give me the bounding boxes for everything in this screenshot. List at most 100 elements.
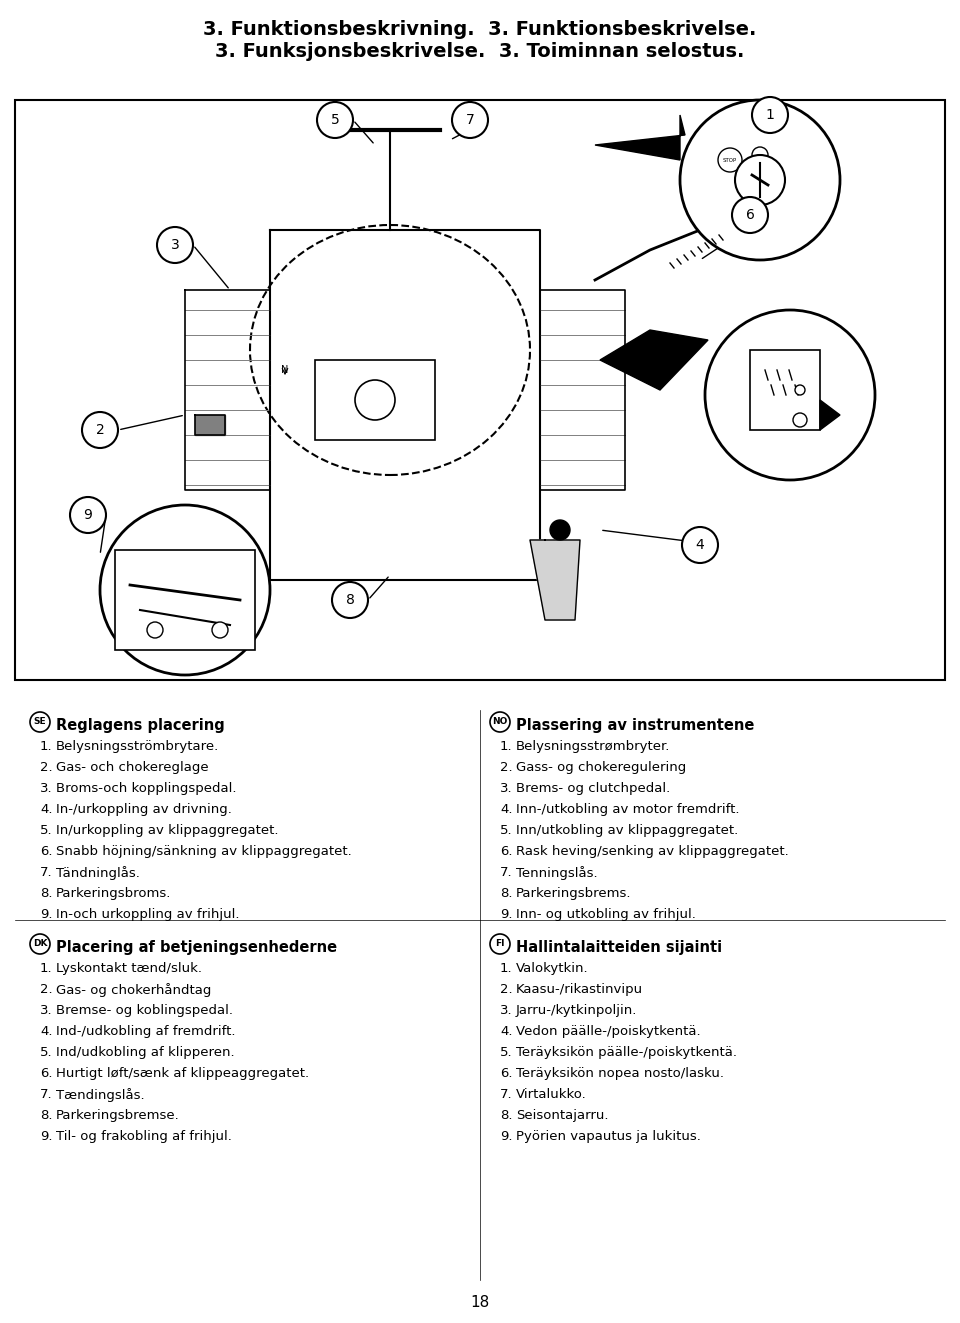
Text: 3.: 3. [500,1004,513,1017]
Text: 3.: 3. [40,1004,53,1017]
Text: 5.: 5. [40,824,53,837]
Circle shape [705,310,875,480]
Text: Ind-/udkobling af fremdrift.: Ind-/udkobling af fremdrift. [56,1025,235,1039]
Text: Parkeringsbremse.: Parkeringsbremse. [56,1109,180,1122]
Text: Seisontajarru.: Seisontajarru. [516,1109,609,1122]
Text: 2.: 2. [40,983,53,996]
Text: Plassering av instrumentene: Plassering av instrumentene [516,718,755,733]
FancyBboxPatch shape [115,550,255,650]
Text: Vedon päälle-/poiskytkentä.: Vedon päälle-/poiskytkentä. [516,1025,701,1039]
Text: 6.: 6. [500,1068,513,1080]
Circle shape [30,712,50,732]
Circle shape [752,147,768,163]
Circle shape [100,505,270,675]
FancyBboxPatch shape [15,101,945,680]
Text: 7: 7 [466,112,474,127]
Text: Bremse- og koblingspedal.: Bremse- og koblingspedal. [56,1004,233,1017]
Circle shape [752,97,788,134]
Text: 4.: 4. [500,803,513,816]
Text: 3. Funktionsbeskrivning.  3. Funktionsbeskrivelse.: 3. Funktionsbeskrivning. 3. Funktionsbes… [204,20,756,38]
Text: DK: DK [33,939,47,949]
Circle shape [550,520,570,540]
Text: In/urkoppling av klippaggregatet.: In/urkoppling av klippaggregatet. [56,824,278,837]
Text: Til- og frakobling af frihjul.: Til- og frakobling af frihjul. [56,1130,232,1143]
Text: 8.: 8. [40,1109,53,1122]
Polygon shape [820,400,840,430]
Circle shape [490,712,510,732]
Text: Parkeringsbrems.: Parkeringsbrems. [516,886,632,900]
Text: Brems- og clutchpedal.: Brems- og clutchpedal. [516,782,670,795]
Text: Placering af betjeningsenhederne: Placering af betjeningsenhederne [56,941,337,955]
Circle shape [795,385,805,396]
Text: 7.: 7. [500,867,513,878]
Text: 8: 8 [346,593,354,607]
Text: 1.: 1. [500,962,513,975]
Circle shape [212,622,228,638]
Text: 7.: 7. [500,1088,513,1101]
Text: Inn/utkobling av klippaggregatet.: Inn/utkobling av klippaggregatet. [516,824,738,837]
Text: Teräyksikön päälle-/poiskytkentä.: Teräyksikön päälle-/poiskytkentä. [516,1046,737,1058]
Text: N: N [281,365,289,374]
Text: 3: 3 [171,238,180,251]
Text: Hallintalaitteiden sijainti: Hallintalaitteiden sijainti [516,941,722,955]
Circle shape [70,497,106,533]
Text: 18: 18 [470,1295,490,1310]
Text: 8.: 8. [500,886,513,900]
Text: Inn- og utkobling av frihjul.: Inn- og utkobling av frihjul. [516,908,696,921]
Circle shape [682,527,718,564]
Text: 2: 2 [96,423,105,437]
Text: Parkeringsbroms.: Parkeringsbroms. [56,886,172,900]
Text: Kaasu-/rikastinvipu: Kaasu-/rikastinvipu [516,983,643,996]
Polygon shape [530,540,580,620]
Circle shape [355,380,395,419]
Text: 5: 5 [330,112,340,127]
Text: 1.: 1. [40,962,53,975]
Text: 3. Funksjonsbeskrivelse.  3. Toiminnan selostus.: 3. Funksjonsbeskrivelse. 3. Toiminnan se… [215,42,745,61]
Text: 2.: 2. [500,761,513,774]
Text: 9.: 9. [40,1130,53,1143]
Circle shape [82,411,118,448]
Text: Tändninglås.: Tändninglås. [56,867,140,880]
Text: Valokytkin.: Valokytkin. [516,962,588,975]
Text: 9.: 9. [500,1130,513,1143]
Text: 6.: 6. [40,845,53,859]
Text: 4.: 4. [500,1025,513,1039]
Text: 9: 9 [84,508,92,523]
Text: Belysningsstrømbryter.: Belysningsstrømbryter. [516,740,670,753]
Text: Broms-och kopplingspedal.: Broms-och kopplingspedal. [56,782,236,795]
Text: Reglagens placering: Reglagens placering [56,718,225,733]
FancyBboxPatch shape [315,360,435,441]
Text: SE: SE [34,717,46,726]
Text: Pyörien vapautus ja lukitus.: Pyörien vapautus ja lukitus. [516,1130,701,1143]
Text: 9.: 9. [500,908,513,921]
Circle shape [147,622,163,638]
Text: Teräyksikön nopea nosto/lasku.: Teräyksikön nopea nosto/lasku. [516,1068,724,1080]
Text: STOP: STOP [723,157,737,163]
Text: 3.: 3. [500,782,513,795]
Text: 1: 1 [765,108,775,122]
Text: Gas- och chokereglage: Gas- och chokereglage [56,761,208,774]
Circle shape [680,101,840,261]
Text: NO: NO [492,717,508,726]
Text: In-/urkoppling av drivning.: In-/urkoppling av drivning. [56,803,232,816]
Text: Inn-/utkobling av motor fremdrift.: Inn-/utkobling av motor fremdrift. [516,803,739,816]
Text: Lyskontakt tænd/sluk.: Lyskontakt tænd/sluk. [56,962,202,975]
FancyBboxPatch shape [750,351,820,430]
Polygon shape [600,329,708,390]
Text: 9.: 9. [40,908,53,921]
Text: 6.: 6. [40,1068,53,1080]
Text: Jarru-/kytkinpoljin.: Jarru-/kytkinpoljin. [516,1004,637,1017]
Circle shape [332,582,368,618]
Text: 7.: 7. [40,1088,53,1101]
Text: Virtalukko.: Virtalukko. [516,1088,587,1101]
Polygon shape [595,115,685,160]
Text: Ind/udkobling af klipperen.: Ind/udkobling af klipperen. [56,1046,234,1058]
Text: 6: 6 [746,208,755,222]
Text: Snabb höjning/sänkning av klippaggregatet.: Snabb höjning/sänkning av klippaggregate… [56,845,351,859]
Circle shape [490,934,510,954]
Text: Tændingslås.: Tændingslås. [56,1088,145,1102]
Text: 7.: 7. [40,867,53,878]
Text: Tenningslås.: Tenningslås. [516,867,598,880]
Text: 8.: 8. [500,1109,513,1122]
Circle shape [30,934,50,954]
